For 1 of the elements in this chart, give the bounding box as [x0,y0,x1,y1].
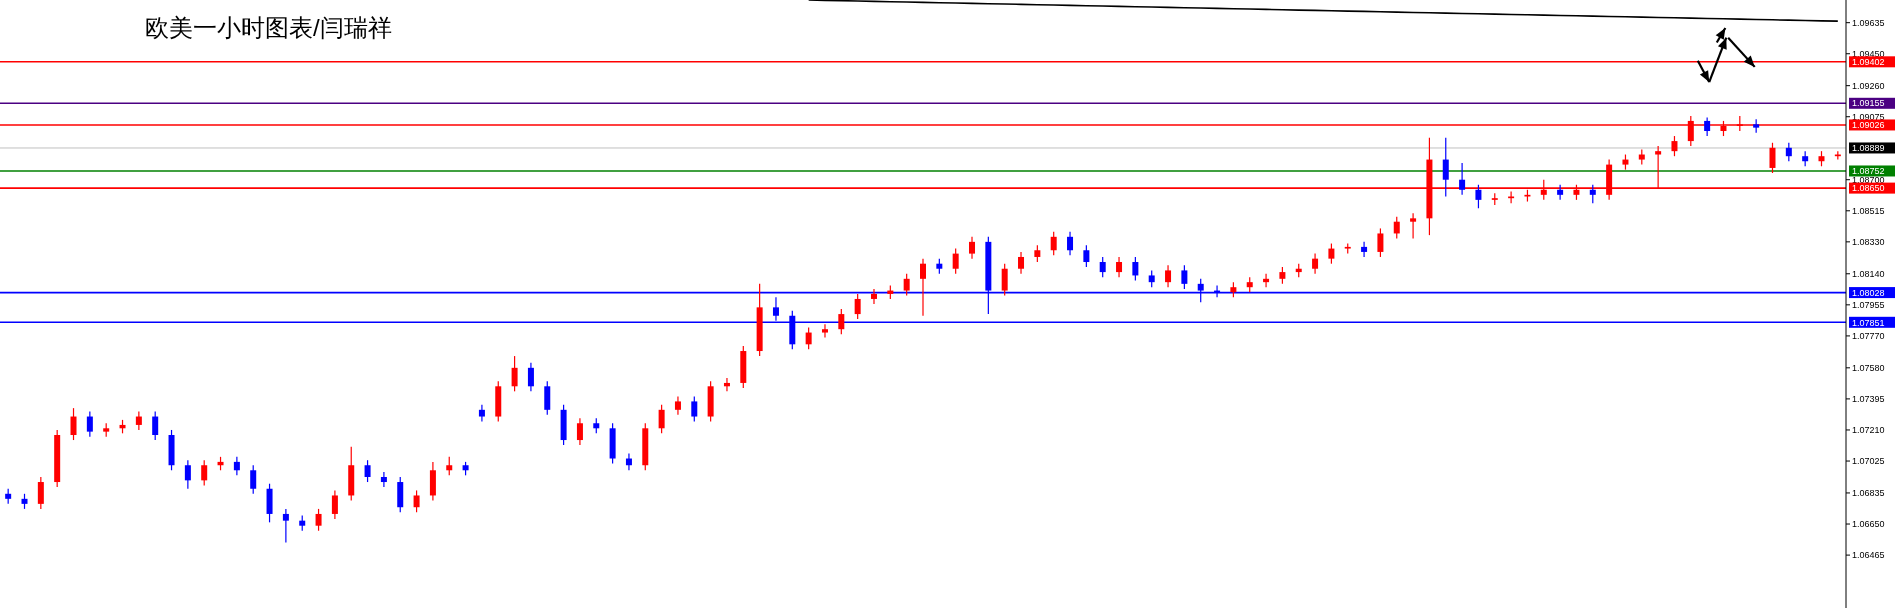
title: 欧美一小时图表/闫瑞祥 [145,14,392,41]
